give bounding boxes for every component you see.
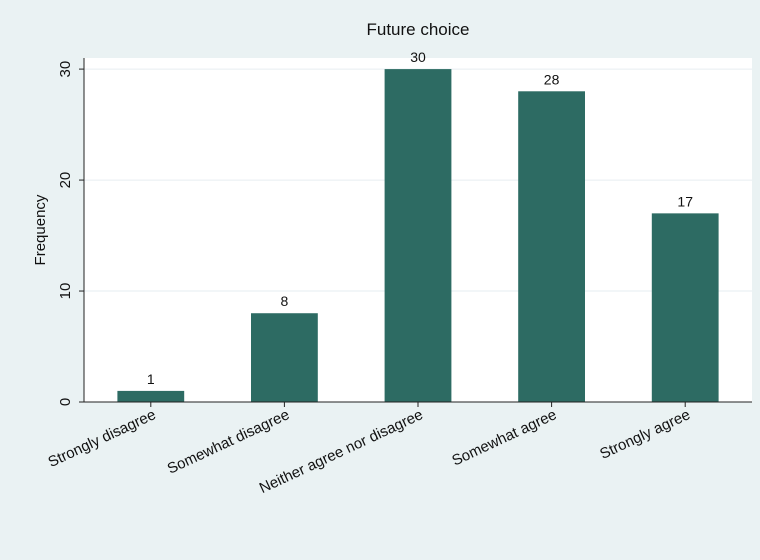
chart-title: Future choice (367, 20, 470, 39)
x-tick-label: Strongly agree (597, 406, 693, 463)
y-tick-label: 30 (57, 61, 74, 78)
bar (384, 69, 452, 402)
bar (251, 313, 318, 402)
y-tick-label: 0 (57, 398, 74, 406)
x-tick-label: Somewhat agree (449, 406, 559, 469)
bar-value-label: 30 (410, 49, 426, 65)
bar-value-label: 17 (677, 193, 693, 209)
x-axis-tick-labels: Strongly disagree Somewhat disagreeNeithe… (46, 402, 693, 497)
bar-value-label: 1 (147, 371, 155, 387)
bar-value-label: 28 (544, 71, 560, 87)
bar (117, 390, 185, 402)
x-tick-label: Somewhat disagree (165, 406, 292, 477)
y-tick-label: 10 (57, 283, 74, 300)
data-labels: 1 8 30 28 17 (147, 49, 693, 387)
x-tick-label: Strongly disagree (46, 406, 159, 471)
bar (518, 91, 585, 403)
y-tick-label: 20 (57, 172, 74, 189)
y-axis-title: Frequency (32, 194, 49, 265)
bar (651, 213, 719, 402)
y-axis-ticks: 0 10 20 30 (57, 61, 84, 406)
bars (117, 69, 719, 403)
bar-value-label: 8 (281, 293, 289, 309)
